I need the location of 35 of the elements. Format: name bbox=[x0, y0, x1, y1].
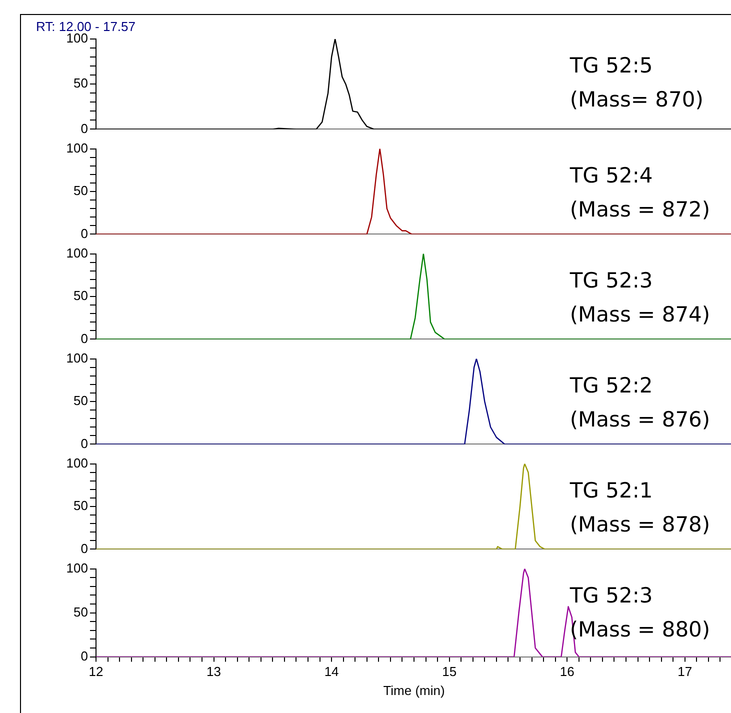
x-axis-title: Time (min) bbox=[383, 682, 445, 698]
y-tick-label: 50 bbox=[74, 498, 88, 514]
annotation: (Mass = 876) bbox=[570, 407, 710, 432]
annotation: TG 52:3 bbox=[568, 583, 653, 608]
x-tick-label: 12 bbox=[88, 664, 104, 680]
x-tick-label: 15 bbox=[442, 664, 457, 680]
y-tick-label: 50 bbox=[74, 76, 88, 91]
y-tick-label: 100 bbox=[66, 140, 88, 156]
y-tick-label: 0 bbox=[80, 648, 88, 664]
x-tick-label: 17 bbox=[678, 664, 692, 680]
y-tick-label: 100 bbox=[66, 560, 88, 576]
x-tick-label: 16 bbox=[560, 664, 574, 680]
x-tick-label: 13 bbox=[206, 664, 222, 680]
annotation: TG 52:3 bbox=[568, 268, 653, 292]
annotation: (Mass = 878) bbox=[570, 512, 710, 536]
y-tick-label: 0 bbox=[80, 330, 88, 346]
y-tick-label: 0 bbox=[80, 540, 88, 556]
x-tick-label: 14 bbox=[324, 664, 339, 680]
y-tick-label: 100 bbox=[66, 350, 88, 366]
annotation: (Mass = 874) bbox=[570, 302, 710, 326]
y-tick-label: 0 bbox=[80, 120, 88, 136]
y-tick-label: 100 bbox=[66, 245, 88, 260]
annotation: (Mass= 870) bbox=[570, 87, 704, 112]
y-tick-label: 100 bbox=[66, 455, 88, 470]
y-tick-label: 50 bbox=[74, 393, 88, 408]
y-tick-label: 50 bbox=[74, 183, 88, 198]
annotation: TG 52:2 bbox=[568, 373, 653, 398]
y-tick-label: 50 bbox=[74, 604, 88, 620]
annotation: TG 52:4 bbox=[568, 163, 653, 188]
y-tick-label: 50 bbox=[74, 288, 88, 304]
annotation: TG 52:5 bbox=[568, 53, 653, 78]
annotation: (Mass = 872) bbox=[570, 197, 710, 222]
y-tick-label: 0 bbox=[80, 436, 88, 451]
annotation: TG 52:1 bbox=[568, 478, 653, 502]
y-tick-label: 0 bbox=[80, 226, 88, 241]
